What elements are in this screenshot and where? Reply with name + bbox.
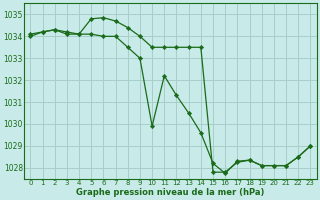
X-axis label: Graphe pression niveau de la mer (hPa): Graphe pression niveau de la mer (hPa) xyxy=(76,188,265,197)
